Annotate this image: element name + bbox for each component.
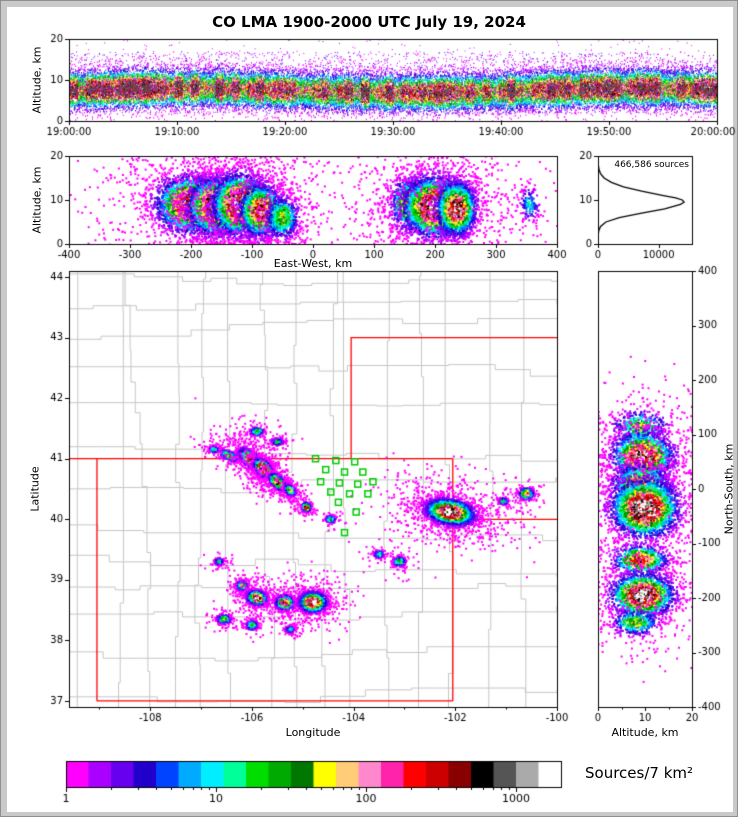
figure-canvas	[1, 1, 737, 816]
lma-figure: CO LMA 1900-2000 UTC July 19, 2024 Altit…	[0, 0, 738, 817]
